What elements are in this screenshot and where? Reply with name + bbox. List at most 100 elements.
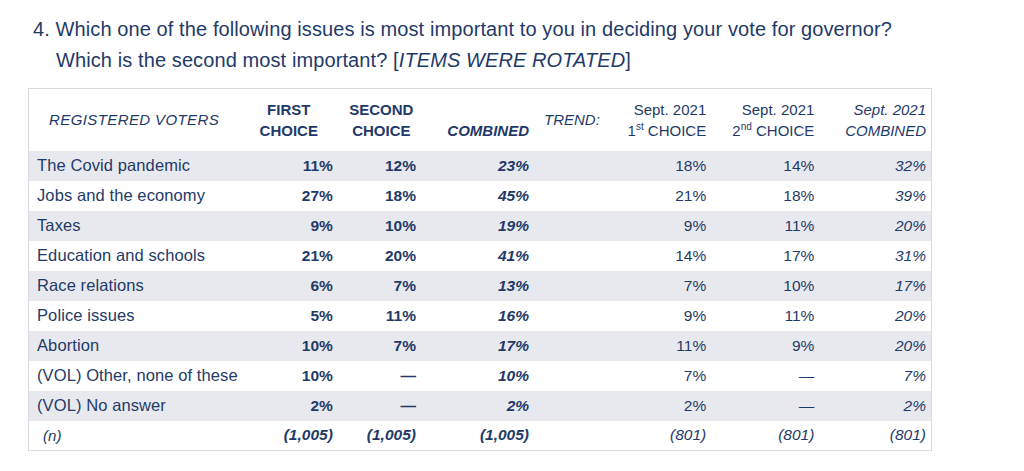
first-choice-value: 9% (239, 211, 339, 241)
column-header-first-choice: FIRST CHOICE (239, 89, 339, 151)
row-label: Jobs and the economy (29, 181, 239, 211)
poll-results-table: REGISTERED VOTERS FIRST CHOICE SECOND CH… (28, 88, 932, 451)
second-choice-value: — (339, 391, 424, 421)
table-row-education-schools: Education and schools 21% 20% 41% 14% 17… (29, 241, 932, 271)
trend-spacer-cell (534, 301, 606, 331)
trend-first-choice-value: 9% (606, 301, 710, 331)
table-row-vol-no-answer: (VOL) No answer 2% — 2% 2% — 2% (29, 391, 932, 421)
table-row-race-relations: Race relations 6% 7% 13% 7% 10% 17% (29, 271, 932, 301)
column-header-registered-voters: REGISTERED VOTERS (29, 89, 239, 151)
row-label: (VOL) No answer (29, 391, 239, 421)
trend-combined-value: 20% (816, 331, 931, 361)
column-header-trend-combined: Sept. 2021 COMBINED (816, 89, 931, 151)
trend-spacer-cell (534, 421, 606, 451)
second-choice-value: 20% (339, 241, 424, 271)
trend-combined-value: 7% (816, 361, 931, 391)
table-row-vol-other: (VOL) Other, none of these 10% — 10% 7% … (29, 361, 932, 391)
table-row-sample-size: (n) (1,005) (1,005) (1,005) (801) (801) … (29, 421, 932, 451)
trend-second-choice-value: — (710, 391, 816, 421)
question-line1: 4. Which one of the following issues is … (33, 14, 1008, 45)
column-header-trend: TREND: (534, 89, 606, 151)
trend-combined-value: 2% (816, 391, 931, 421)
trend-spacer-cell (534, 181, 606, 211)
row-label: Race relations (29, 271, 239, 301)
trend-second-choice-value: 14% (710, 151, 816, 181)
table-row-jobs-economy: Jobs and the economy 27% 18% 45% 21% 18%… (29, 181, 932, 211)
first-choice-value: 21% (239, 241, 339, 271)
trend-first-choice-value: 7% (606, 271, 710, 301)
trend-combined-value: 32% (816, 151, 931, 181)
trend-second-choice-value: 17% (710, 241, 816, 271)
trend-spacer-cell (534, 271, 606, 301)
second-choice-value: 18% (339, 181, 424, 211)
second-choice-value: 10% (339, 211, 424, 241)
combined-value: 41% (424, 241, 534, 271)
row-label: (VOL) Other, none of these (29, 361, 239, 391)
first-choice-value: 5% (239, 301, 339, 331)
trend-combined-value: 31% (816, 241, 931, 271)
trend-first-choice-value: 14% (606, 241, 710, 271)
combined-value: 10% (424, 361, 534, 391)
row-label: Police issues (29, 301, 239, 331)
combined-value: 17% (424, 331, 534, 361)
trend-first-choice-value: 11% (606, 331, 710, 361)
combined-value: 2% (424, 391, 534, 421)
first-choice-value: 2% (239, 391, 339, 421)
column-header-second-choice: SECOND CHOICE (339, 89, 424, 151)
combined-value: 45% (424, 181, 534, 211)
table-header-row: REGISTERED VOTERS FIRST CHOICE SECOND CH… (29, 89, 932, 151)
trend-combined-value: 17% (816, 271, 931, 301)
table-row-police-issues: Police issues 5% 11% 16% 9% 11% 20% (29, 301, 932, 331)
table-row-covid-pandemic: The Covid pandemic 11% 12% 23% 18% 14% 3… (29, 151, 932, 181)
column-header-trend-second-choice: Sept. 2021 2nd CHOICE (710, 89, 816, 151)
question-line2: Which is the second most important? [ITE… (33, 45, 1008, 76)
column-header-combined: COMBINED (424, 89, 534, 151)
trend-spacer-cell (534, 361, 606, 391)
second-choice-value: 11% (339, 301, 424, 331)
first-choice-value: 6% (239, 271, 339, 301)
first-choice-value: 27% (239, 181, 339, 211)
trend-combined-value: (801) (816, 421, 931, 451)
trend-first-choice-value: 18% (606, 151, 710, 181)
trend-second-choice-value: 11% (710, 301, 816, 331)
trend-second-choice-value: 11% (710, 211, 816, 241)
trend-first-choice-value: 7% (606, 361, 710, 391)
trend-first-choice-value: 9% (606, 211, 710, 241)
combined-value: 13% (424, 271, 534, 301)
trend-spacer-cell (534, 391, 606, 421)
trend-spacer-cell (534, 331, 606, 361)
combined-value: 16% (424, 301, 534, 331)
question-line2-close-bracket: ] (625, 49, 631, 71)
trend-spacer-cell (534, 151, 606, 181)
trend-combined-value: 20% (816, 301, 931, 331)
first-choice-value: 10% (239, 361, 339, 391)
first-choice-value: (1,005) (239, 421, 339, 451)
second-choice-value: 12% (339, 151, 424, 181)
row-label: The Covid pandemic (29, 151, 239, 181)
row-label: Taxes (29, 211, 239, 241)
second-choice-value: (1,005) (339, 421, 424, 451)
table-row-abortion: Abortion 10% 7% 17% 11% 9% 20% (29, 331, 932, 361)
trend-second-choice-value: 10% (710, 271, 816, 301)
trend-second-choice-value: 18% (710, 181, 816, 211)
second-choice-value: 7% (339, 331, 424, 361)
column-header-trend-first-choice: Sept. 2021 1st CHOICE (606, 89, 710, 151)
trend-spacer-cell (534, 211, 606, 241)
table-row-taxes: Taxes 9% 10% 19% 9% 11% 20% (29, 211, 932, 241)
combined-value: (1,005) (424, 421, 534, 451)
row-label: Abortion (29, 331, 239, 361)
first-choice-value: 10% (239, 331, 339, 361)
combined-value: 23% (424, 151, 534, 181)
second-choice-value: 7% (339, 271, 424, 301)
second-choice-value: — (339, 361, 424, 391)
trend-spacer-cell (534, 241, 606, 271)
question-line2-text: Which is the second most important? [ (56, 49, 399, 71)
trend-second-choice-value: (801) (710, 421, 816, 451)
trend-combined-value: 39% (816, 181, 931, 211)
question-title: 4. Which one of the following issues is … (33, 14, 1008, 76)
row-label: Education and schools (29, 241, 239, 271)
row-label: (n) (29, 421, 239, 451)
trend-second-choice-value: — (710, 361, 816, 391)
poll-report-page: 4. Which one of the following issues is … (0, 0, 1024, 471)
items-rotated-note: ITEMS WERE ROTATED (399, 49, 626, 71)
